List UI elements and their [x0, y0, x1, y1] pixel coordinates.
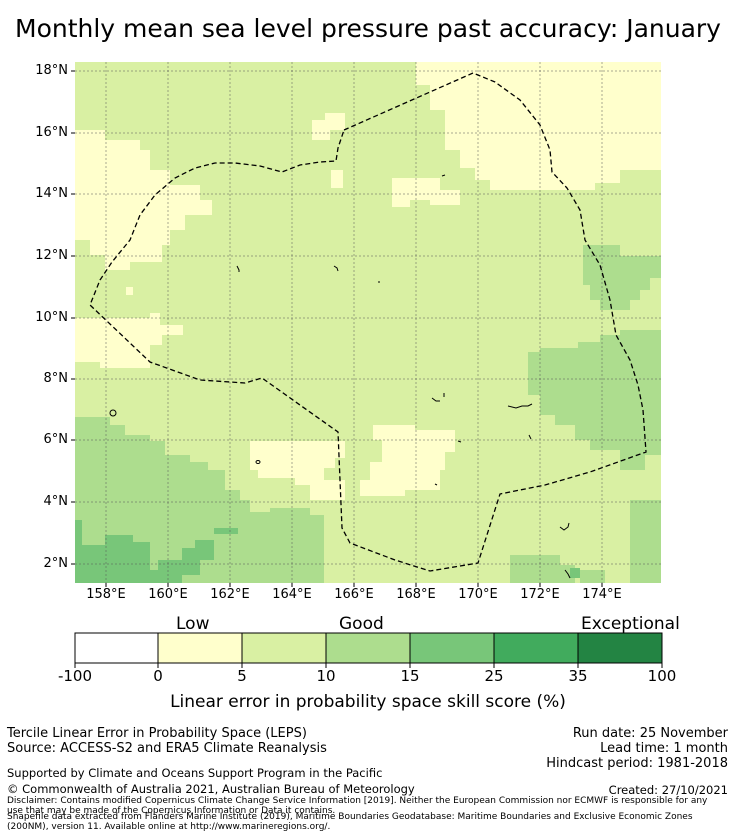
skill-field — [75, 62, 661, 583]
skill-region-10-15 — [75, 245, 661, 583]
run-date: Run date: 25 November — [572, 726, 728, 741]
lon-tick-label: 174°E — [582, 587, 622, 602]
copyright-text: © Commonwealth of Australia 2021, Austra… — [7, 782, 415, 796]
lat-tick-label: 16°N — [35, 125, 68, 140]
map-grid — [75, 62, 661, 583]
lon-tick-label: 166°E — [334, 587, 374, 602]
support-text: Supported by Climate and Oceans Support … — [7, 766, 383, 780]
colorbar-swatch — [75, 633, 158, 663]
colorbar-swatch — [494, 633, 578, 663]
axis-ticks — [71, 70, 603, 587]
colorbar — [74, 632, 663, 668]
created-date: Created: 27/10/2021 — [608, 783, 728, 797]
lon-tick-label: 160°E — [148, 587, 188, 602]
lat-tick-label: 2°N — [43, 556, 69, 571]
lon-tick-label: 162°E — [210, 587, 250, 602]
lon-tick-label: 168°E — [396, 587, 436, 602]
colorbar-tick-label: 100 — [647, 667, 677, 685]
colorbar-tick-label: 15 — [400, 667, 420, 685]
skill-region-0-5 — [75, 62, 661, 500]
colorbar-swatch — [242, 633, 326, 663]
lat-tick-label: 8°N — [43, 371, 69, 386]
disclaimer-line-1: Disclaimer: Contains modified Copernicus… — [7, 796, 708, 806]
colorbar-category-low: Low — [176, 614, 210, 634]
colorbar-label: Linear error in probability space skill … — [170, 692, 566, 712]
colorbar-tick-label: 35 — [568, 667, 588, 685]
colorbar-swatch — [158, 633, 242, 663]
colorbar-tick-label: 10 — [316, 667, 336, 685]
lat-tick-label: 6°N — [43, 432, 69, 447]
source-text: Source: ACCESS-S2 and ERA5 Climate Reana… — [7, 741, 327, 756]
disclaimer-line-2: use that may be made of the Copernicus I… — [7, 806, 336, 816]
shapefile-line-2: (200NM), version 11. Available online at… — [7, 822, 331, 832]
colorbar-category-exceptional: Exceptional — [581, 614, 680, 634]
hindcast-period: Hindcast period: 1981-2018 — [546, 756, 728, 771]
colorbar-category-good: Good — [339, 614, 384, 634]
map-title: Monthly mean sea level pressure past acc… — [15, 14, 721, 43]
lon-tick-label: 158°E — [86, 587, 126, 602]
lat-tick-label: 12°N — [35, 248, 68, 263]
lat-tick-label: 18°N — [35, 63, 68, 78]
lon-tick-label: 172°E — [520, 587, 560, 602]
colorbar-tick-label: 5 — [237, 667, 247, 685]
shapefile-line-1: Shapefile data extracted from Flanders M… — [7, 812, 693, 822]
method-text: Tercile Linear Error in Probability Spac… — [7, 726, 307, 741]
colorbar-swatch — [326, 633, 410, 663]
colorbar-tick-label: 0 — [153, 667, 163, 685]
maritime-boundary — [89, 72, 647, 572]
colorbar-swatch — [410, 633, 494, 663]
lon-tick-label: 164°E — [272, 587, 312, 602]
colorbar-tick-label: -100 — [57, 667, 93, 685]
lat-tick-label: 14°N — [35, 186, 68, 201]
lon-tick-label: 170°E — [458, 587, 498, 602]
skill-region-15-25 — [75, 520, 580, 583]
lat-tick-label: 10°N — [35, 310, 68, 325]
lead-time: Lead time: 1 month — [600, 741, 728, 756]
lat-tick-label: 4°N — [43, 494, 69, 509]
islands — [109, 174, 571, 579]
colorbar-swatch — [578, 633, 662, 663]
colorbar-tick-label: 25 — [484, 667, 504, 685]
